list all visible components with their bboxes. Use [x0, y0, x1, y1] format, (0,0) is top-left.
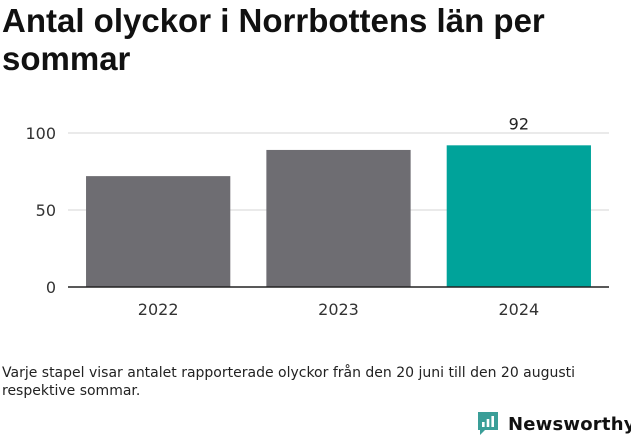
brand-name: Newsworthy: [508, 413, 631, 435]
x-tick-label: 2024: [498, 300, 539, 319]
bar-2022: [86, 176, 231, 287]
bar-2024: [446, 145, 591, 287]
y-tick-label: 50: [36, 201, 56, 220]
x-axis-ticks: 2022 2023 2024: [138, 300, 539, 319]
chart-note: Varje stapel visar antalet rapporterade …: [2, 365, 576, 399]
y-tick-label: 0: [46, 278, 56, 297]
chart-title: Antal olyckor i Norrbottens län per somm…: [2, 2, 545, 77]
x-tick-label: 2023: [318, 300, 359, 319]
data-labels: 92: [509, 114, 529, 133]
y-tick-label: 100: [25, 124, 56, 143]
data-label: 92: [509, 114, 529, 133]
bar-2023: [266, 149, 411, 287]
brand-logo: Newsworthy: [476, 409, 631, 439]
newsworthy-logo-icon: [478, 412, 498, 435]
x-tick-label: 2022: [138, 300, 179, 319]
bars: [86, 145, 591, 287]
y-axis-ticks: 0 50 100: [25, 124, 56, 297]
